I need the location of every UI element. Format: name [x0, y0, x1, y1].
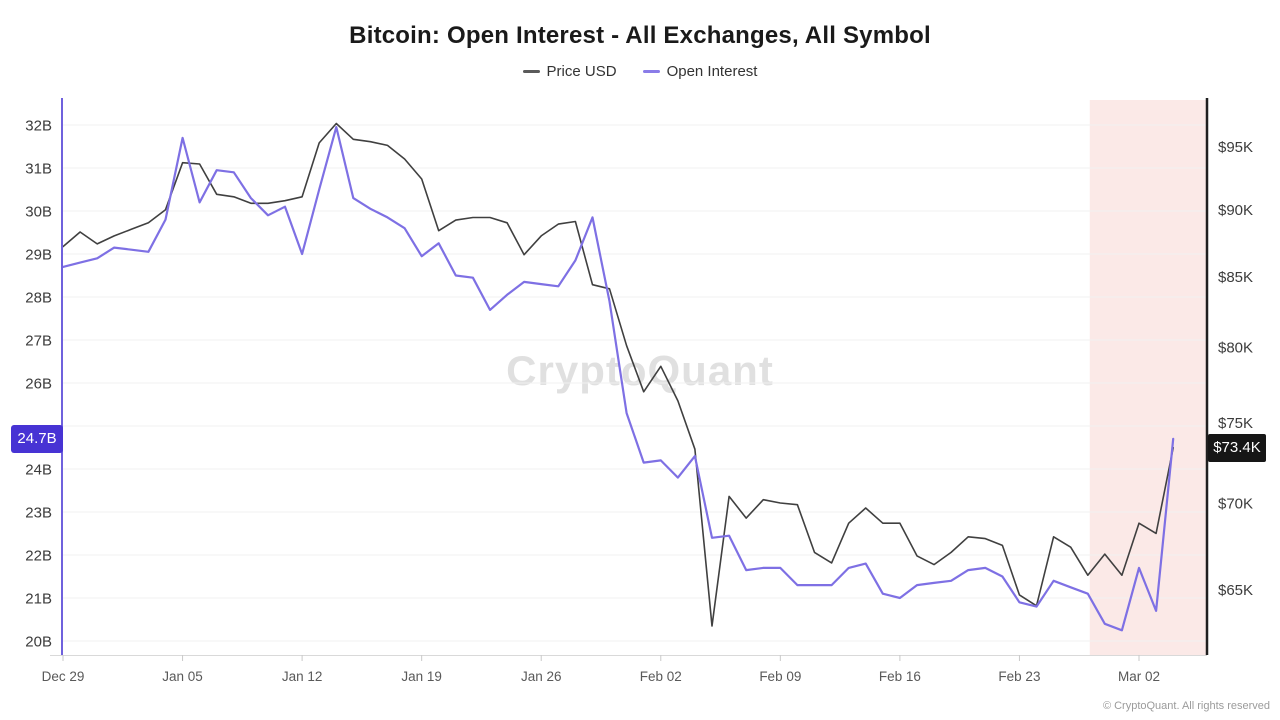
left-axis-tick-label: 27B: [25, 333, 52, 350]
right-axis-tick-label: $95K: [1218, 139, 1253, 156]
x-axis-tick-label: Jan 12: [282, 669, 323, 684]
open-interest-line-swatch-icon: [642, 70, 660, 73]
price-usd-line: [62, 122, 1174, 627]
right-axis-tick-label: $75K: [1218, 415, 1253, 432]
right-axis-tick-label: $65K: [1218, 582, 1253, 599]
x-axis-tick-label: Feb 16: [879, 669, 921, 684]
open-interest-line: [61, 126, 1175, 632]
left-axis-tick-label: 31B: [25, 161, 52, 178]
left-axis-tick-label: 24B: [25, 462, 52, 479]
price-usd-line-swatch-icon: [522, 70, 540, 73]
x-axis-tick-label: Feb 23: [998, 669, 1040, 684]
page-title: Bitcoin: Open Interest - All Exchanges, …: [349, 22, 931, 49]
legend-item-price-usd[interactable]: Price USD: [522, 63, 617, 80]
left-axis-tick-label: 32B: [25, 118, 52, 135]
x-axis-tick-label: Feb 09: [759, 669, 801, 684]
price-value-badge: $73.4K: [1208, 433, 1266, 462]
legend-item-open-interest[interactable]: Open Interest: [642, 63, 758, 80]
x-axis-tick-label: Jan 19: [401, 669, 442, 684]
x-axis-tick-label: Jan 26: [521, 669, 562, 684]
highlight-region: [1089, 100, 1206, 655]
right-axis-tick-label: $80K: [1218, 340, 1253, 357]
left-axis-tick-label: 26B: [25, 376, 52, 393]
right-axis-tick-label: $90K: [1218, 202, 1253, 219]
x-axis-tick-label: Mar 02: [1118, 669, 1160, 684]
left-axis-tick-label: 28B: [25, 290, 52, 307]
open-interest-value-badge: 24.7B: [11, 424, 63, 453]
left-axis-tick-label: 21B: [25, 591, 52, 608]
legend-label-open-interest: Open Interest: [666, 63, 758, 80]
legend: Price USD Open Interest: [0, 63, 1280, 80]
legend-label-price-usd: Price USD: [546, 63, 617, 80]
copyright-text: © CryptoQuant. All rights reserved: [1102, 700, 1270, 712]
left-axis-tick-label: 30B: [25, 204, 52, 221]
right-axis-tick-label: $70K: [1218, 496, 1253, 513]
right-axis-tick-label: $85K: [1218, 269, 1253, 286]
left-axis-tick-label: 20B: [25, 634, 52, 651]
x-axis-tick-label: Dec 29: [42, 669, 85, 684]
left-axis-tick-label: 29B: [25, 247, 52, 264]
left-axis-tick-label: 22B: [25, 548, 52, 565]
x-axis-tick-label: Jan 05: [162, 669, 203, 684]
left-axis-tick-label: 23B: [25, 505, 52, 522]
x-axis-tick-label: Feb 02: [640, 669, 682, 684]
